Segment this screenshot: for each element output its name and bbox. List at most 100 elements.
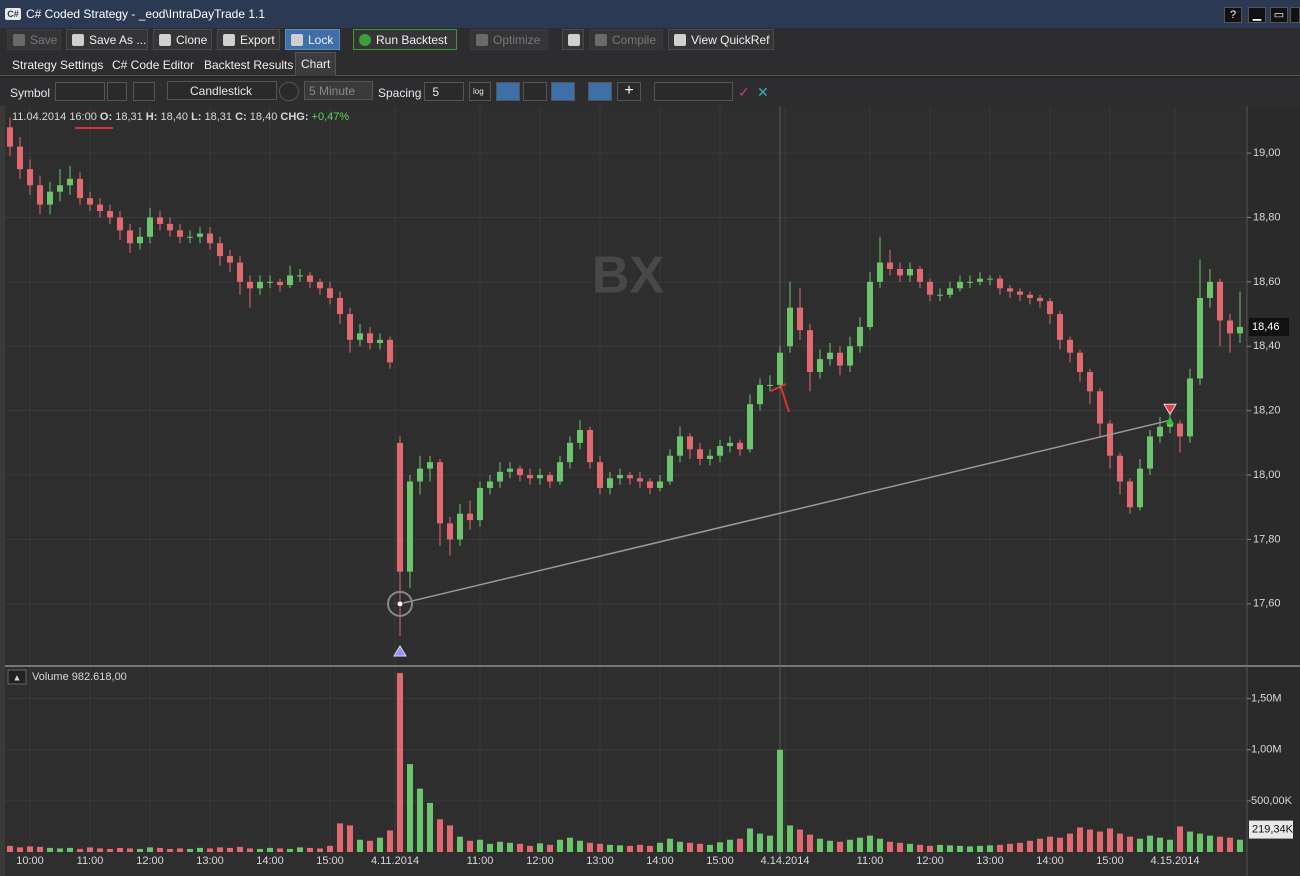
left-edge [0,106,5,876]
tab[interactable]: Strategy Settings [12,58,104,72]
x-tick-label: 15:00 [1096,855,1124,867]
volume-bar [97,848,103,852]
settings-button[interactable] [279,82,299,101]
candle-body [1077,352,1083,373]
candle-body [947,288,953,295]
candle-body [347,314,353,340]
save-as-button[interactable]: Save As ... [66,29,148,50]
pane-collapse-button[interactable] [7,669,27,685]
candle-body [57,185,63,192]
y-tick-label: 17,80 [1253,533,1281,545]
candle-body [207,233,213,244]
spacing-input[interactable]: 5 [424,82,464,101]
candle-body [197,233,203,237]
volume-bar [537,843,543,852]
candle-body [797,307,803,331]
volume-bar [57,848,63,852]
tab[interactable]: C# Code Editor [112,58,195,72]
cancel-button[interactable]: ✕ [757,84,769,100]
icon-button[interactable] [523,82,547,101]
candle-body [567,442,573,463]
symbol-input[interactable] [55,82,105,101]
candle-body [257,281,263,289]
volume-bar [467,840,473,852]
volume-bar [197,847,203,852]
add-button[interactable]: + [617,82,641,101]
candle-body [1087,372,1093,392]
icon-button[interactable] [551,82,575,101]
candle-body [287,275,293,286]
volume-bar [767,835,773,852]
volume-bar [847,839,853,852]
volume-bar [1237,839,1243,852]
volume-bar [817,838,823,852]
exit-marker [1166,416,1174,425]
volume-bar [187,848,193,852]
y-tick-label: 18,40 [1253,340,1281,352]
confirm-button[interactable]: ✓ [738,84,750,100]
y-tick-label: 18,80 [1253,211,1281,223]
export-button[interactable]: Export [217,29,280,50]
refresh-button[interactable] [562,29,584,50]
lock-button[interactable]: Lock [285,29,340,50]
y-tick-label: 18,60 [1253,276,1281,288]
candle-body [547,475,553,482]
candle-body [1147,436,1153,469]
candle-body [887,262,893,269]
icon-button[interactable] [496,82,520,101]
candle-body [537,475,543,479]
candle-body [707,455,713,459]
volume-bar [327,845,333,852]
candle-body [997,278,1003,289]
crosshair-button[interactable] [588,82,612,101]
icon-button[interactable] [107,82,127,101]
volume-bar [1017,842,1023,852]
volume-bar [577,840,583,852]
dropdown-value: Candlestick [190,84,253,98]
volume-bar [957,845,963,852]
candle-body [1007,288,1013,292]
candle-body [397,442,403,572]
save-button[interactable]: Save [7,29,61,50]
tab-active[interactable]: Chart [295,52,337,76]
log-button[interactable]: log [469,82,491,101]
close-button[interactable] [1290,7,1300,23]
candle-body [657,481,663,488]
candle-body [967,281,973,283]
candle-body [1137,468,1143,508]
candle-body [137,236,143,244]
y-tick-label: 18,00 [1253,469,1281,481]
volume-bar [437,819,443,852]
volume-bar [647,845,653,852]
dropdown[interactable] [654,82,733,101]
clone-button[interactable]: Clone [153,29,212,50]
candle-body [517,468,523,476]
interval-dropdown[interactable]: 5 Minute [304,81,373,100]
candle-body [1207,281,1213,298]
tab[interactable]: Backtest Results [204,58,294,72]
maximize-button[interactable]: ▭ [1270,7,1288,23]
candle-body [507,468,513,472]
symbol-label: Symbol [10,86,51,100]
volume-bar [317,848,323,852]
icon-button[interactable] [133,82,155,101]
minimize-button[interactable]: ▁ [1248,7,1266,23]
volume-bar [37,846,43,852]
chart-style-dropdown[interactable]: Candlestick [167,81,277,100]
volume-bar [447,825,453,852]
volume-bar [297,847,303,852]
view-quickref-button[interactable]: View QuickRef [668,29,774,50]
candle-body [877,262,883,282]
compile-button[interactable]: Compile [589,29,663,50]
volume-bar [407,764,413,852]
candle-body [67,178,73,186]
candle-body [97,204,103,212]
candle-body [697,449,703,459]
run-backtest-button[interactable]: Run Backtest [353,29,457,50]
help-button[interactable]: ? [1224,7,1242,23]
volume-bar [307,847,313,852]
volume-bar [417,788,423,852]
volume-bar [587,842,593,852]
optimize-button[interactable]: Optimize [470,29,548,50]
